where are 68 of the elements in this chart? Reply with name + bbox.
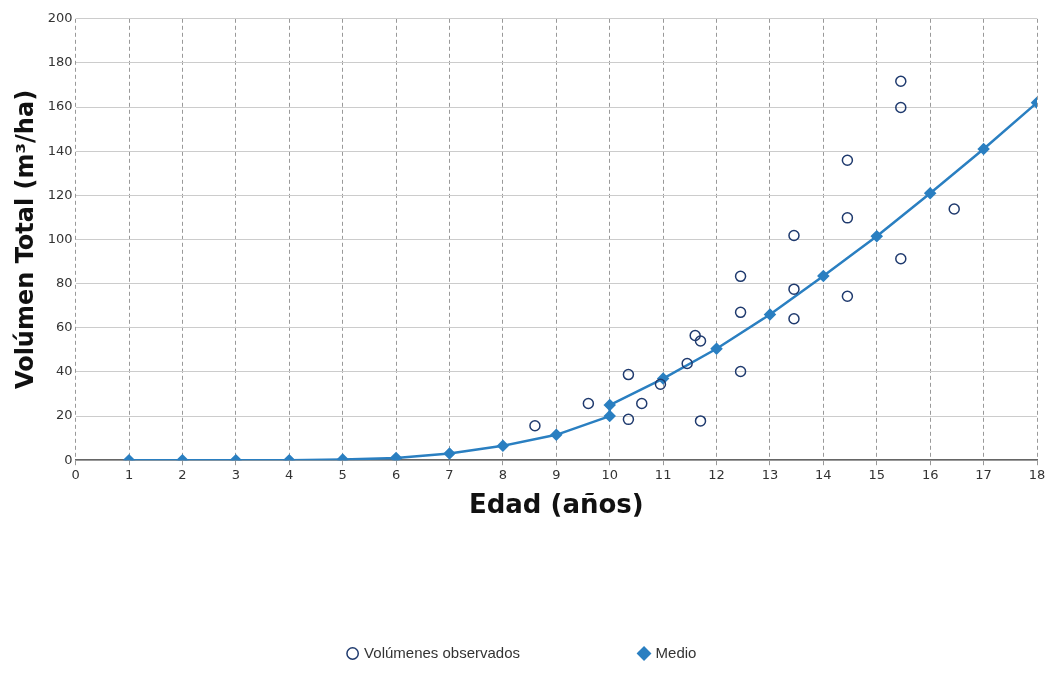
- point: [636, 397, 648, 410]
- point: [764, 308, 776, 321]
- x-tick-label: 7: [445, 467, 454, 483]
- point: [734, 365, 747, 378]
- x-tick-label: 1: [124, 467, 134, 483]
- y-tick-label: 200: [47, 10, 73, 26]
- point: [681, 357, 693, 370]
- y-tick-label: 180: [47, 54, 73, 70]
- legend-label: Medio: [655, 643, 697, 661]
- x-tick-label: 15: [868, 467, 886, 483]
- x-tick-label: 2: [178, 467, 187, 483]
- x-tick-label: 9: [552, 467, 561, 483]
- point: [603, 410, 616, 422]
- point: [895, 75, 907, 88]
- point: [694, 335, 707, 347]
- point: [788, 312, 800, 325]
- point: [582, 397, 595, 410]
- point: [622, 368, 635, 381]
- point: [841, 154, 854, 167]
- point: [788, 229, 800, 242]
- point: [622, 413, 635, 426]
- point: [895, 252, 907, 265]
- point: [788, 283, 800, 295]
- x-tick-label: 5: [338, 467, 347, 483]
- x-axis-title: Edad (años): [468, 489, 644, 520]
- point: [390, 452, 402, 461]
- point: [817, 270, 830, 282]
- point: [603, 399, 616, 411]
- point: [895, 101, 907, 114]
- y-tick-label: 160: [47, 98, 73, 114]
- point: [694, 415, 707, 427]
- legend-label: Volúmenes observados: [364, 643, 521, 661]
- x-tick-label: 4: [285, 467, 294, 483]
- y-tick-label: 20: [56, 407, 73, 423]
- x-tick-label: 3: [231, 467, 240, 483]
- x-tick-label: 18: [1028, 467, 1046, 483]
- point: [924, 187, 936, 199]
- point: [497, 440, 509, 452]
- x-tick-label: 6: [391, 467, 401, 483]
- y-tick-label: 100: [47, 230, 73, 246]
- point: [550, 429, 563, 441]
- y-tick-label: 0: [64, 451, 73, 467]
- y-tick-label: 140: [47, 142, 73, 158]
- x-tick-label: 12: [708, 467, 725, 483]
- point: [841, 212, 854, 224]
- y-tick-label: 120: [47, 186, 73, 202]
- x-tick-label: 17: [975, 467, 992, 483]
- point: [871, 230, 883, 242]
- x-tick-label: 8: [498, 467, 508, 483]
- point: [443, 447, 456, 460]
- x-tick-label: 13: [761, 467, 779, 483]
- point: [841, 290, 854, 302]
- x-tick-label: 14: [815, 467, 832, 483]
- x-tick-label: 11: [654, 467, 672, 483]
- y-tick-label: 60: [56, 319, 73, 335]
- point: [734, 306, 747, 319]
- point: [977, 143, 990, 155]
- y-tick-label: 80: [56, 275, 73, 291]
- point: [734, 270, 747, 283]
- point: [710, 343, 723, 355]
- y-axis-title: Volúmen Total (m³/ha): [10, 89, 39, 390]
- point: [689, 329, 701, 342]
- x-tick-label: 16: [921, 467, 939, 483]
- point: [948, 203, 960, 215]
- y-tick-label: 40: [56, 363, 73, 379]
- x-tick-label: 10: [601, 467, 618, 483]
- point: [654, 378, 667, 391]
- point: [529, 420, 541, 432]
